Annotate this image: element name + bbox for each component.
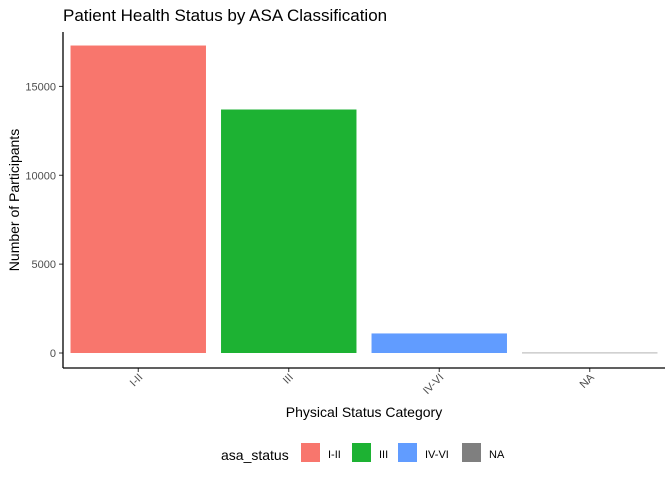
x-axis-title: Physical Status Category bbox=[286, 404, 442, 420]
legend-key-na bbox=[462, 443, 481, 462]
x-tick-label-i-ii: I-II bbox=[128, 372, 146, 390]
legend-label-iv-vi: IV-VI bbox=[425, 449, 449, 461]
y-tick-label-15000: 15000 bbox=[25, 81, 56, 93]
y-tick-label-10000: 10000 bbox=[25, 170, 56, 182]
y-axis-title: Number of Participants bbox=[6, 129, 22, 271]
bar-iv-vi bbox=[371, 333, 507, 353]
x-tick-label-na: NA bbox=[578, 371, 598, 391]
plot-area: 0 5000 10000 15000 I-II III IV-VI NA bbox=[25, 45, 658, 397]
chart-title: Patient Health Status by ASA Classificat… bbox=[63, 6, 387, 25]
legend-key-i-ii bbox=[301, 443, 320, 462]
bar-i-ii bbox=[70, 45, 206, 353]
x-tick-label-iv-vi: IV-VI bbox=[421, 372, 446, 397]
y-tick-label-5000: 5000 bbox=[32, 259, 56, 271]
bar-iii bbox=[221, 109, 357, 353]
legend-key-iv-vi bbox=[398, 443, 417, 462]
legend-key-iii bbox=[352, 443, 371, 462]
legend-label-iii: III bbox=[379, 449, 388, 461]
legend-title: asa_status bbox=[221, 447, 289, 463]
legend-label-i-ii: I-II bbox=[328, 449, 341, 461]
legend: asa_status I-II III IV-VI NA bbox=[221, 443, 505, 463]
bar-na bbox=[522, 352, 658, 354]
y-tick-label-0: 0 bbox=[50, 348, 56, 360]
legend-label-na: NA bbox=[489, 449, 505, 461]
x-tick-label-iii: III bbox=[281, 372, 296, 387]
